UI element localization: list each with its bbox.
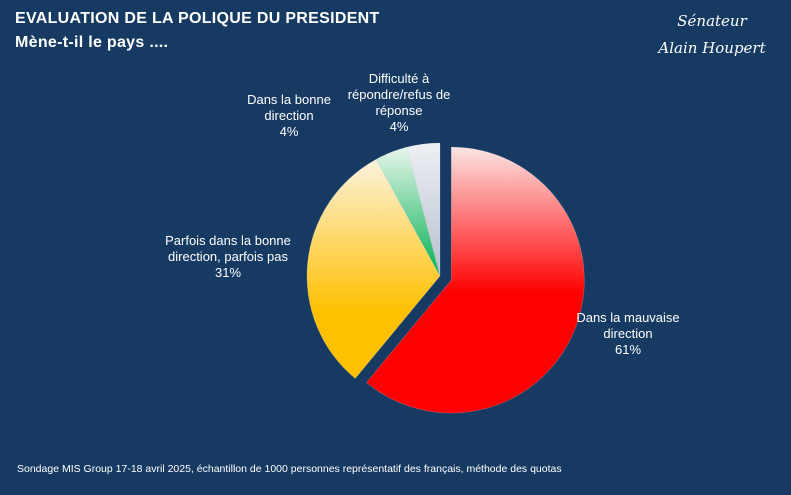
slices-group	[306, 142, 585, 414]
data-label-line: 4%	[390, 119, 409, 134]
data-label-line: 31%	[215, 265, 241, 280]
signature-name: Alain Houpert	[658, 39, 766, 57]
pie-slice-difficulte	[406, 142, 441, 277]
data-label-line: direction, parfois pas	[168, 249, 288, 264]
data-label-line: Parfois dans la bonne	[165, 233, 291, 248]
data-label-mauvaise-direction: Dans la mauvaise direction 61%	[576, 310, 679, 357]
data-label-line: Dans la bonne	[247, 92, 331, 107]
source-note: Sondage MIS Group 17-18 avril 2025, écha…	[17, 463, 562, 475]
data-label-line: réponse	[376, 103, 423, 118]
signature: Sénateur Alain Houpert	[647, 8, 777, 62]
data-label-line: 4%	[280, 124, 299, 139]
data-label-line: 61%	[615, 342, 641, 357]
pie-slice-bonne-direction	[375, 146, 441, 277]
labels-group: Dans la mauvaise direction 61%Parfois dans…	[165, 71, 680, 357]
pie-slice-mauvaise-direction	[366, 146, 585, 414]
data-label-line: Dans la mauvaise	[576, 310, 679, 325]
data-label-parfois: Parfois dans la bonne direction, parfois …	[165, 233, 291, 280]
chart-subtitle: Mène-t-il le pays ....	[15, 34, 169, 51]
data-label-line: direction	[603, 326, 652, 341]
data-label-difficulte: Difficulté à répondre/refus de réponse 4%	[348, 71, 451, 134]
chart-title: EVALUATION DE LA POLIQUE DU PRESIDENT	[15, 10, 380, 27]
data-label-line: Difficulté à	[369, 71, 430, 86]
data-label-line: direction	[264, 108, 313, 123]
data-label-line: répondre/refus de	[348, 87, 451, 102]
signature-title: Sénateur	[677, 12, 747, 30]
pie-slice-parfois	[306, 159, 441, 379]
data-label-bonne-direction: Dans la bonne direction 4%	[247, 92, 331, 139]
